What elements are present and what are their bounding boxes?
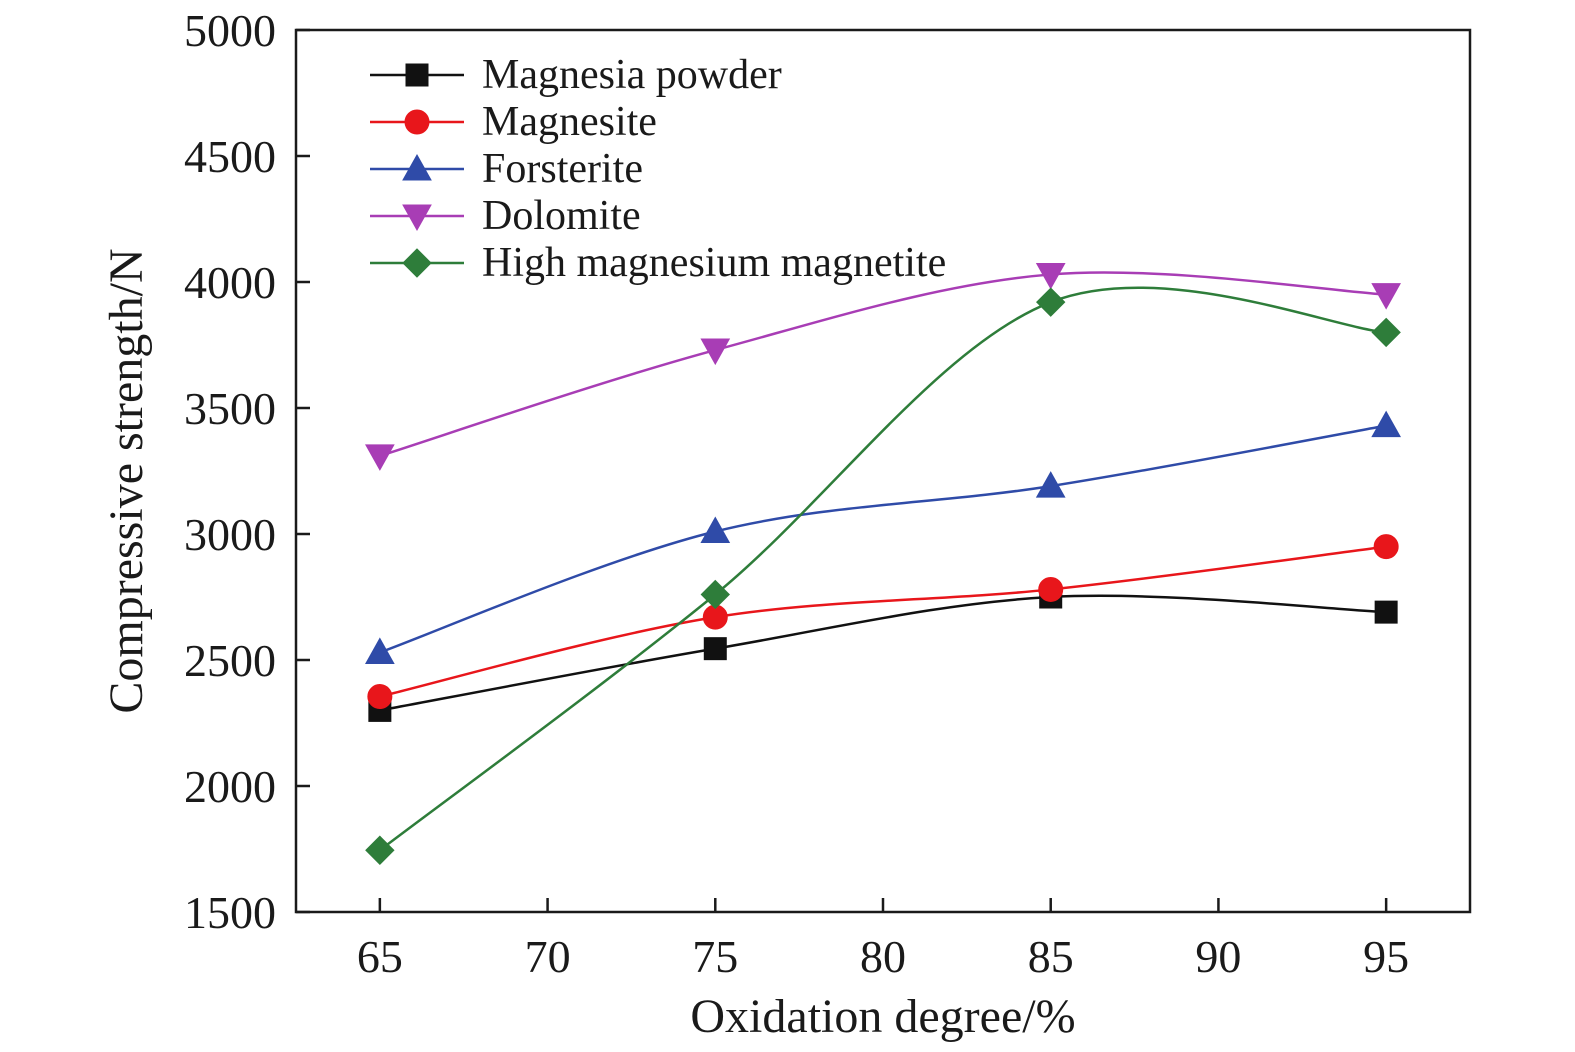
series-line bbox=[379, 286, 1387, 852]
y-tick-label: 3000 bbox=[184, 509, 276, 560]
legend-marker bbox=[404, 109, 430, 135]
x-tick-label: 75 bbox=[692, 931, 738, 982]
data-point bbox=[1035, 262, 1066, 290]
y-tick-label: 2000 bbox=[184, 761, 276, 812]
legend-label: Dolomite bbox=[482, 193, 641, 239]
legend-item: Dolomite bbox=[370, 193, 641, 239]
legend-item: High magnesium magnetite bbox=[370, 240, 946, 286]
data-point bbox=[365, 444, 395, 471]
data-point bbox=[1036, 287, 1066, 317]
x-tick-label: 95 bbox=[1363, 931, 1409, 982]
y-tick-label: 4000 bbox=[184, 257, 276, 308]
data-point bbox=[1371, 317, 1401, 348]
legend-marker bbox=[402, 153, 432, 181]
legend-item: Magnesite bbox=[370, 99, 657, 145]
x-axis: 65 70 75 80 85 90 95 bbox=[357, 898, 1409, 982]
legend-label: Forsterite bbox=[482, 146, 643, 192]
plot-frame bbox=[294, 28, 1472, 914]
series-curves bbox=[379, 271, 1387, 852]
x-tick-label: 65 bbox=[357, 931, 403, 982]
y-tick-label: 4500 bbox=[184, 131, 276, 182]
x-axis-title: Oxidation degree/% bbox=[690, 990, 1075, 1043]
y-tick-label: 1500 bbox=[184, 887, 276, 938]
legend-marker bbox=[402, 248, 432, 278]
legend-marker bbox=[405, 63, 429, 87]
data-point bbox=[700, 338, 731, 366]
data-point bbox=[365, 637, 395, 664]
y-tick-label: 5000 bbox=[184, 5, 276, 56]
x-tick-label: 85 bbox=[1028, 931, 1074, 982]
legend-item: Magnesia powder bbox=[370, 52, 782, 98]
y-tick-label: 2500 bbox=[184, 635, 276, 686]
legend-marker bbox=[402, 204, 432, 232]
legend-label: Magnesia powder bbox=[482, 52, 782, 98]
y-axis: 1500 2000 2500 3000 3500 4000 4500 5000 bbox=[184, 5, 310, 938]
series-line bbox=[379, 594, 1387, 712]
x-tick-label: 90 bbox=[1195, 931, 1241, 982]
data-point bbox=[1371, 410, 1401, 438]
data-point bbox=[703, 637, 727, 661]
legend: Magnesia powderMagnesiteForsteriteDolomi… bbox=[370, 52, 946, 286]
series-line bbox=[379, 424, 1387, 654]
data-point bbox=[1035, 471, 1066, 498]
x-tick-label: 80 bbox=[860, 931, 906, 982]
x-tick-label: 70 bbox=[525, 931, 571, 982]
series-line bbox=[379, 545, 1387, 698]
data-point bbox=[1371, 283, 1401, 310]
legend-label: High magnesium magnetite bbox=[482, 240, 946, 286]
data-point bbox=[700, 579, 730, 610]
data-point bbox=[365, 835, 395, 865]
data-point bbox=[367, 684, 393, 710]
data-point bbox=[1373, 534, 1399, 560]
y-tick-label: 3500 bbox=[184, 383, 276, 434]
series-markers bbox=[365, 262, 1401, 865]
data-point bbox=[1038, 576, 1064, 602]
data-point bbox=[700, 516, 731, 543]
legend-item: Forsterite bbox=[370, 146, 643, 192]
y-axis-title: Compressive strength/N bbox=[100, 248, 153, 713]
legend-label: Magnesite bbox=[482, 99, 657, 145]
data-point bbox=[1374, 600, 1398, 624]
series-line bbox=[379, 271, 1387, 458]
